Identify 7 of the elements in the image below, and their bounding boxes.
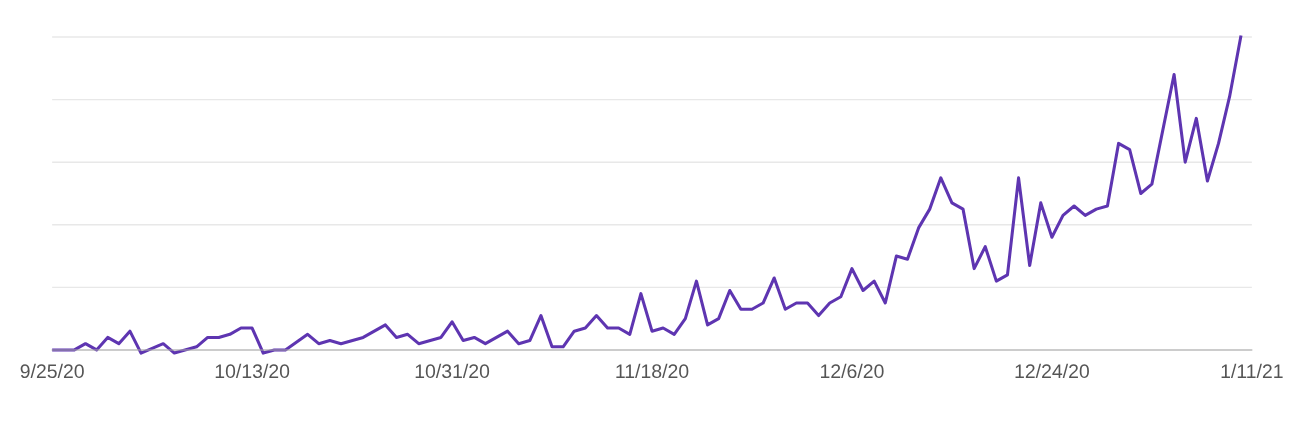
x-tick-label: 11/18/20 [616, 363, 689, 379]
x-tick-label: 1/11/21 [1221, 363, 1283, 379]
x-tick-label: 10/13/20 [215, 363, 290, 379]
x-tick-label: 12/24/20 [1015, 363, 1089, 379]
x-tick-label: 10/31/20 [415, 363, 490, 379]
x-tick-label: 12/6/20 [821, 363, 884, 379]
x-tick-label: 9/25/20 [20, 363, 84, 379]
